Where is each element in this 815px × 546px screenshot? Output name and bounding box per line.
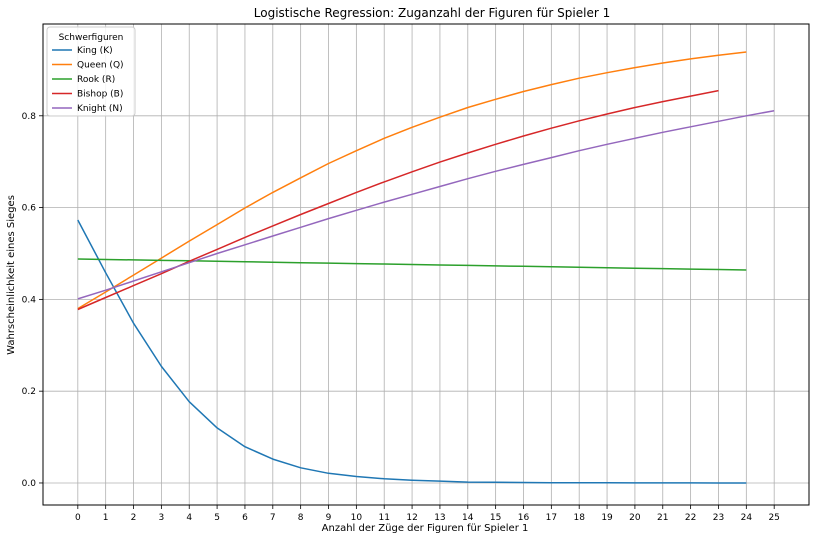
- series-line-king-k: [77, 219, 747, 484]
- x-tick-label: 15: [490, 513, 501, 523]
- y-axis-label: Wahrscheinlichkeit eines Sieges: [6, 195, 17, 355]
- legend-entry-label: Bishop (B): [77, 90, 123, 100]
- x-tick-label: 6: [242, 513, 248, 523]
- x-tick-label: 2: [131, 513, 137, 523]
- x-tick-label: 7: [270, 513, 276, 523]
- x-tick-label: 18: [573, 513, 585, 523]
- x-tick-label: 21: [657, 513, 668, 523]
- x-tick-label: 22: [685, 513, 696, 523]
- chart-title: Logistische Regression: Zuganzahl der Fi…: [254, 6, 610, 20]
- x-tick-label: 1: [103, 513, 109, 523]
- x-tick-label: 5: [214, 513, 220, 523]
- legend-entry-label: Queen (Q): [77, 61, 124, 71]
- x-tick-label: 9: [326, 513, 332, 523]
- legend-title: Schwerfiguren: [59, 33, 124, 43]
- series-line-bishop-b: [77, 89, 719, 311]
- x-axis-label: Anzahl der Züge der Figuren für Spieler …: [322, 523, 529, 534]
- x-tick-label: 17: [546, 513, 557, 523]
- x-tick-label: 4: [186, 513, 192, 523]
- legend: Schwerfiguren King (K) Queen (Q) Rook (R) B…: [46, 26, 136, 117]
- y-ticks-layer: 0.0 0.2 0.4 0.6 0.8: [22, 112, 43, 489]
- y-tick-label: 0.6: [22, 204, 37, 214]
- x-tick-label: 14: [462, 513, 474, 523]
- x-tick-label: 3: [159, 513, 165, 523]
- y-tick-label: 0.0: [22, 479, 37, 489]
- x-tick-label: 13: [434, 513, 445, 523]
- series-line-knight-n: [77, 109, 775, 300]
- x-tick-label: 19: [601, 513, 613, 523]
- x-tick-label: 8: [298, 513, 304, 523]
- legend-entry-label: King (K): [77, 46, 113, 56]
- x-tick-label: 10: [351, 513, 363, 523]
- legend-entries: King (K) Queen (Q) Rook (R) Bishop (B) Knigh…: [52, 46, 124, 114]
- y-tick-label: 0.4: [22, 295, 37, 305]
- y-tick-label: 0.2: [22, 387, 36, 397]
- plot-frame: [42, 23, 810, 506]
- legend-entry-label: Knight (N): [77, 104, 123, 114]
- series-layer: [77, 51, 775, 484]
- series-line-queen-q: [77, 51, 747, 310]
- x-tick-label: 0: [75, 513, 81, 523]
- x-tick-label: 20: [629, 513, 641, 523]
- x-tick-label: 23: [713, 513, 724, 523]
- x-ticks-layer: 0 1 2 3 4 5 6 7 8 9 10 11 12 13 14 15 16 17 18 19 20 21 22 23 24…: [75, 505, 780, 523]
- y-tick-label: 0.8: [22, 112, 37, 122]
- x-tick-label: 12: [406, 513, 417, 523]
- legend-entry-label: Rook (R): [77, 75, 115, 85]
- x-tick-label: 11: [378, 513, 389, 523]
- x-tick-label: 25: [768, 513, 779, 523]
- x-tick-label: 16: [518, 513, 530, 523]
- x-tick-label: 24: [741, 513, 753, 523]
